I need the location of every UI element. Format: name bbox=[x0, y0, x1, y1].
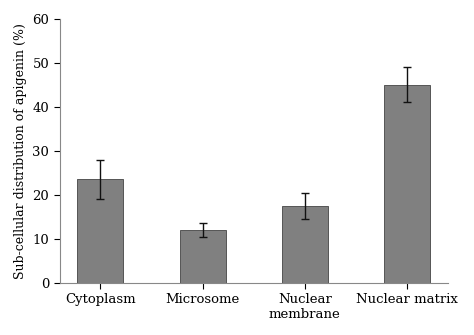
Bar bbox=[77, 179, 123, 283]
Bar bbox=[180, 230, 226, 283]
Bar bbox=[282, 206, 328, 283]
Y-axis label: Sub-cellular distribution of apigenin (%): Sub-cellular distribution of apigenin (%… bbox=[14, 23, 27, 279]
Bar bbox=[384, 85, 430, 283]
